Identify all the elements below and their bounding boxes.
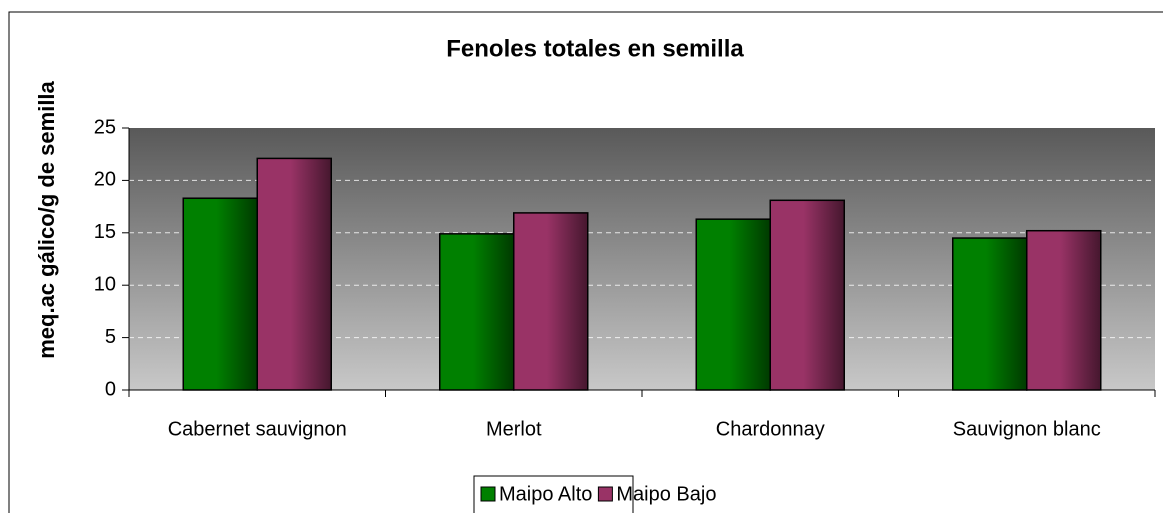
legend-swatch [480, 486, 496, 502]
bar [695, 218, 771, 391]
bar [182, 197, 258, 391]
legend-label: Maipo Bajo [616, 483, 716, 505]
legend-label: Maipo Alto [499, 483, 592, 505]
bar [256, 157, 332, 391]
bar [952, 237, 1028, 391]
x-tick-label: Chardonnay [716, 418, 825, 440]
x-tick-label: Merlot [486, 418, 542, 440]
y-axis-label: meq.ac gálico/g de semilla [34, 80, 59, 358]
legend-swatch [597, 486, 613, 502]
y-tick-label: 0 [105, 378, 116, 400]
x-tick-label: Cabernet sauvignon [168, 418, 347, 440]
bar [513, 212, 589, 391]
y-tick-label: 20 [94, 169, 116, 191]
bar [1026, 229, 1102, 391]
chart-title: Fenoles totales en semilla [446, 35, 744, 62]
bar [769, 199, 845, 391]
bar [439, 233, 515, 391]
y-tick-label: 5 [105, 326, 116, 348]
x-tick-label: Sauvignon blanc [953, 418, 1101, 440]
y-tick-label: 10 [94, 273, 116, 295]
y-tick-label: 15 [94, 221, 116, 243]
y-tick-label: 25 [94, 116, 116, 138]
